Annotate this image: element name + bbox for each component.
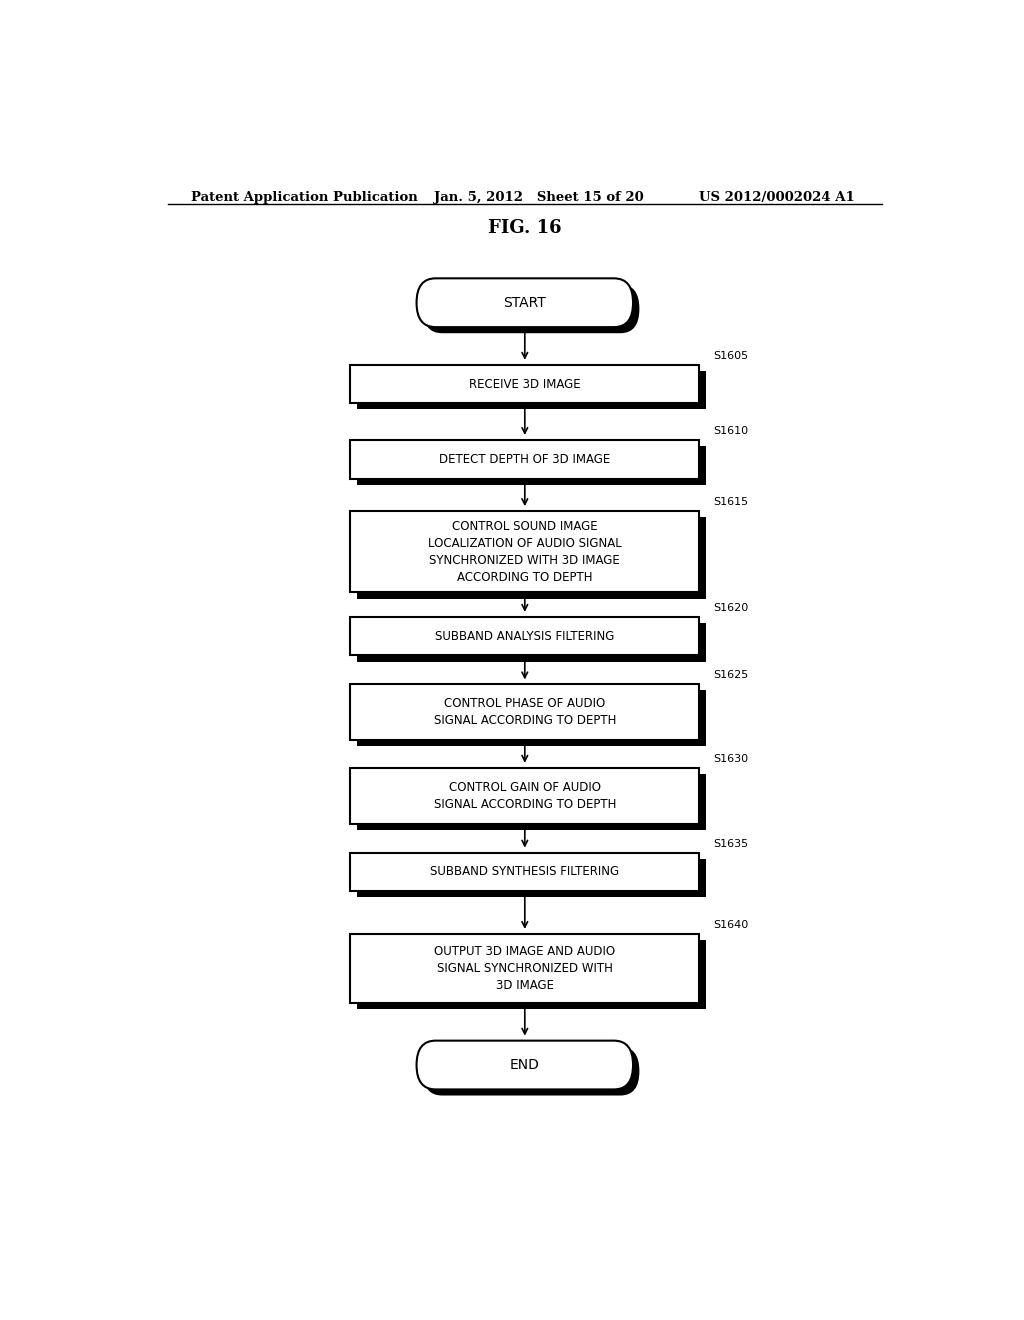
Text: CONTROL GAIN OF AUDIO
SIGNAL ACCORDING TO DEPTH: CONTROL GAIN OF AUDIO SIGNAL ACCORDING T… bbox=[433, 780, 616, 810]
Text: FIG. 16: FIG. 16 bbox=[488, 219, 561, 238]
Text: CONTROL SOUND IMAGE
LOCALIZATION OF AUDIO SIGNAL
SYNCHRONIZED WITH 3D IMAGE
ACCO: CONTROL SOUND IMAGE LOCALIZATION OF AUDI… bbox=[428, 520, 622, 583]
Bar bbox=[350, 616, 699, 656]
Bar bbox=[350, 684, 699, 741]
Bar bbox=[350, 511, 699, 593]
Bar bbox=[350, 768, 699, 824]
FancyBboxPatch shape bbox=[423, 1047, 639, 1096]
Bar bbox=[350, 935, 699, 1003]
Bar bbox=[356, 774, 706, 830]
Text: SUBBAND SYNTHESIS FILTERING: SUBBAND SYNTHESIS FILTERING bbox=[430, 866, 620, 878]
Text: S1620: S1620 bbox=[714, 603, 749, 612]
FancyBboxPatch shape bbox=[417, 279, 633, 327]
Bar bbox=[356, 859, 706, 898]
Text: SUBBAND ANALYSIS FILTERING: SUBBAND ANALYSIS FILTERING bbox=[435, 630, 614, 643]
Text: S1615: S1615 bbox=[714, 498, 749, 507]
Text: Jan. 5, 2012   Sheet 15 of 20: Jan. 5, 2012 Sheet 15 of 20 bbox=[433, 191, 643, 203]
Text: OUTPUT 3D IMAGE AND AUDIO
SIGNAL SYNCHRONIZED WITH
3D IMAGE: OUTPUT 3D IMAGE AND AUDIO SIGNAL SYNCHRO… bbox=[434, 945, 615, 991]
Bar bbox=[356, 940, 706, 1008]
Bar bbox=[350, 853, 699, 891]
Bar bbox=[356, 371, 706, 409]
FancyBboxPatch shape bbox=[423, 284, 639, 333]
Bar bbox=[350, 440, 699, 479]
Text: START: START bbox=[504, 296, 546, 310]
Text: S1640: S1640 bbox=[714, 920, 749, 929]
Bar bbox=[350, 364, 699, 404]
Text: S1635: S1635 bbox=[714, 838, 749, 849]
FancyBboxPatch shape bbox=[417, 1040, 633, 1089]
Text: S1605: S1605 bbox=[714, 351, 749, 360]
Text: Patent Application Publication: Patent Application Publication bbox=[191, 191, 418, 203]
Text: END: END bbox=[510, 1059, 540, 1072]
Bar bbox=[356, 446, 706, 484]
Text: CONTROL PHASE OF AUDIO
SIGNAL ACCORDING TO DEPTH: CONTROL PHASE OF AUDIO SIGNAL ACCORDING … bbox=[433, 697, 616, 727]
Text: S1625: S1625 bbox=[714, 671, 749, 680]
Text: DETECT DEPTH OF 3D IMAGE: DETECT DEPTH OF 3D IMAGE bbox=[439, 453, 610, 466]
Bar bbox=[356, 517, 706, 598]
Bar bbox=[356, 690, 706, 746]
Text: US 2012/0002024 A1: US 2012/0002024 A1 bbox=[699, 191, 855, 203]
Bar bbox=[356, 623, 706, 661]
Text: S1610: S1610 bbox=[714, 426, 749, 436]
Text: S1630: S1630 bbox=[714, 754, 749, 764]
Text: RECEIVE 3D IMAGE: RECEIVE 3D IMAGE bbox=[469, 378, 581, 391]
